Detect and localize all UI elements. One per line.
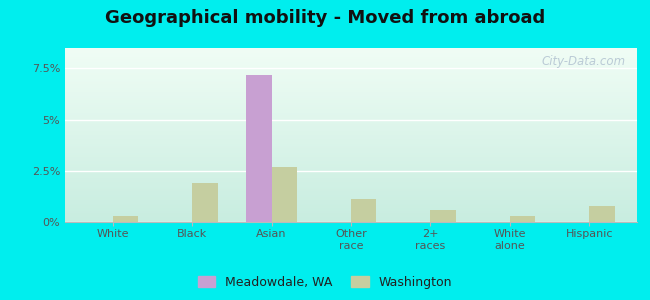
Bar	[112, 216, 138, 222]
Bar	[351, 200, 376, 222]
Bar	[510, 216, 536, 222]
Text: Geographical mobility - Moved from abroad: Geographical mobility - Moved from abroa…	[105, 9, 545, 27]
Bar	[246, 75, 272, 222]
Legend: Meadowdale, WA, Washington: Meadowdale, WA, Washington	[192, 271, 458, 294]
Text: City-Data.com: City-Data.com	[541, 55, 625, 68]
Bar	[272, 167, 297, 222]
Bar	[192, 183, 218, 222]
Bar	[590, 206, 615, 222]
Bar	[430, 210, 456, 222]
